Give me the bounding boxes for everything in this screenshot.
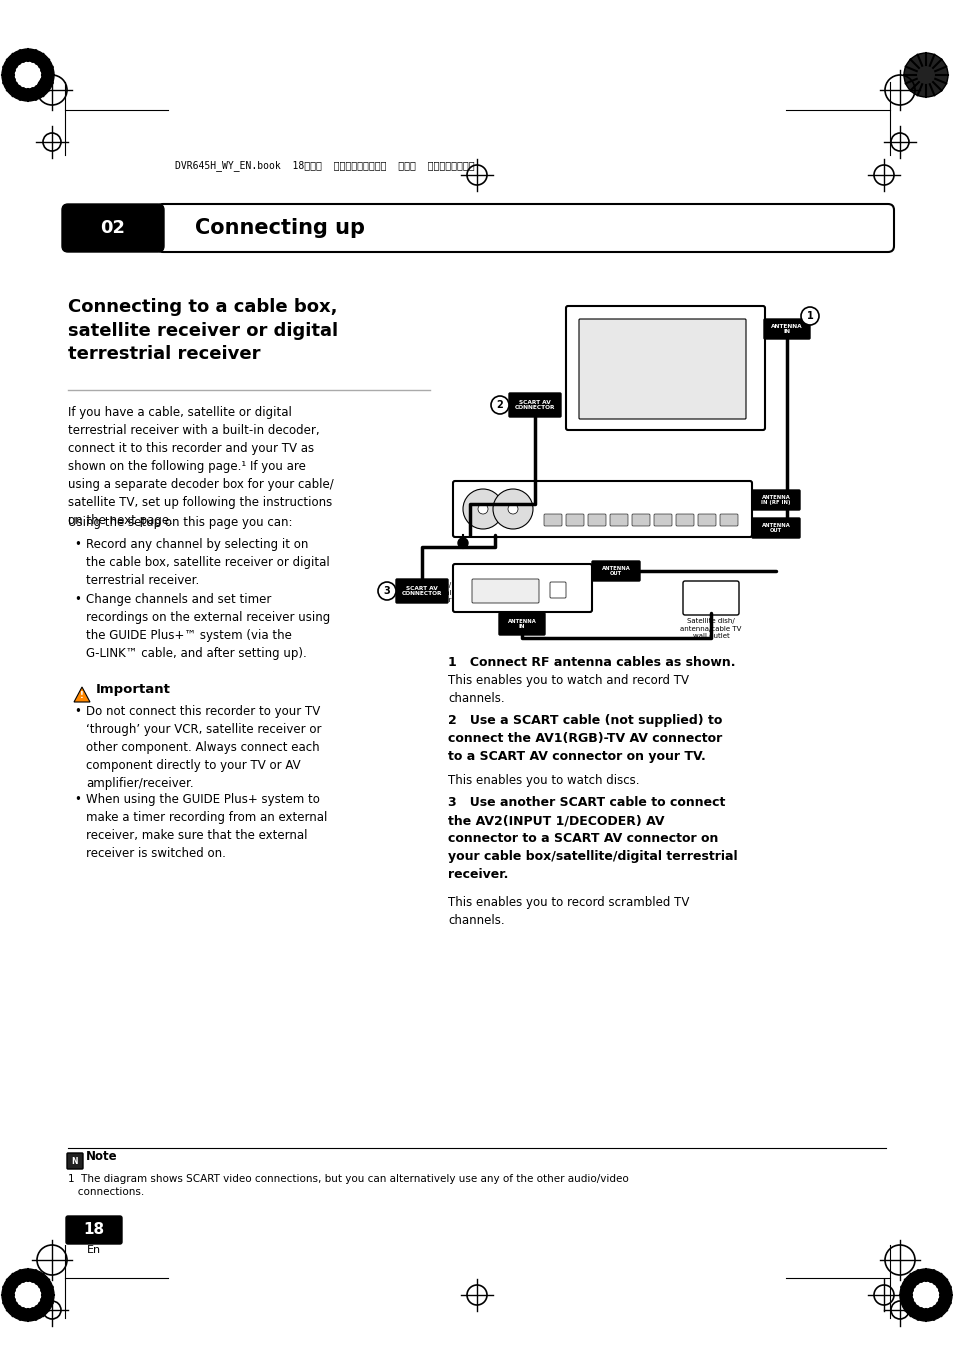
FancyBboxPatch shape: [565, 513, 583, 526]
Circle shape: [14, 61, 42, 89]
FancyBboxPatch shape: [578, 319, 745, 419]
Circle shape: [14, 1281, 42, 1309]
FancyBboxPatch shape: [654, 513, 671, 526]
FancyBboxPatch shape: [763, 319, 809, 339]
Text: •: •: [74, 793, 81, 807]
Circle shape: [911, 1281, 939, 1309]
Text: ANTENNA
OUT: ANTENNA OUT: [601, 566, 630, 577]
Circle shape: [493, 489, 533, 530]
FancyBboxPatch shape: [509, 393, 560, 417]
Circle shape: [457, 538, 468, 549]
Text: 3   Use another SCART cable to connect
the AV2(INPUT 1/DECODER) AV
connector to : 3 Use another SCART cable to connect the…: [448, 796, 737, 881]
Text: SCART AV
CONNECTOR: SCART AV CONNECTOR: [515, 400, 555, 411]
Text: 2: 2: [497, 400, 503, 409]
Text: 1   Connect RF antenna cables as shown.: 1 Connect RF antenna cables as shown.: [448, 657, 735, 669]
Text: Satellite dish/
antenna/cable TV
wall outlet: Satellite dish/ antenna/cable TV wall ou…: [679, 617, 740, 639]
FancyBboxPatch shape: [67, 1152, 83, 1169]
Text: 1: 1: [806, 311, 813, 322]
Text: Note: Note: [86, 1151, 117, 1163]
FancyBboxPatch shape: [395, 580, 448, 603]
FancyBboxPatch shape: [676, 513, 693, 526]
Circle shape: [377, 582, 395, 600]
FancyBboxPatch shape: [453, 563, 592, 612]
Circle shape: [462, 489, 502, 530]
Circle shape: [899, 1269, 951, 1321]
Text: SCART AV
CONNECTOR: SCART AV CONNECTOR: [401, 585, 442, 596]
Text: If you have a cable, satellite or digital
terrestrial receiver with a built-in d: If you have a cable, satellite or digita…: [68, 407, 334, 527]
Text: •: •: [74, 705, 81, 717]
Text: 2   Use a SCART cable (not supplied) to
connect the AV1(RGB)-TV AV connector
to : 2 Use a SCART cable (not supplied) to co…: [448, 713, 721, 763]
Text: Connecting up: Connecting up: [194, 218, 365, 238]
Circle shape: [2, 49, 54, 101]
Text: 3: 3: [383, 586, 390, 596]
FancyBboxPatch shape: [751, 517, 800, 538]
Text: Important: Important: [96, 684, 171, 696]
FancyBboxPatch shape: [62, 204, 164, 253]
FancyBboxPatch shape: [157, 204, 893, 253]
FancyBboxPatch shape: [550, 582, 565, 598]
Text: ANTENNA
IN: ANTENNA IN: [507, 619, 536, 630]
Text: 18: 18: [83, 1223, 105, 1238]
FancyBboxPatch shape: [720, 513, 738, 526]
Text: This enables you to watch discs.: This enables you to watch discs.: [448, 774, 639, 788]
FancyBboxPatch shape: [543, 513, 561, 526]
FancyBboxPatch shape: [66, 1216, 122, 1244]
Text: !: !: [80, 690, 84, 700]
FancyBboxPatch shape: [698, 513, 716, 526]
Text: 1  The diagram shows SCART video connections, but you can alternatively use any : 1 The diagram shows SCART video connecti…: [68, 1174, 628, 1197]
FancyBboxPatch shape: [587, 513, 605, 526]
Text: ANTENNA
OUT: ANTENNA OUT: [760, 523, 790, 534]
FancyBboxPatch shape: [751, 490, 800, 509]
FancyBboxPatch shape: [631, 513, 649, 526]
Text: This enables you to watch and record TV
channels.: This enables you to watch and record TV …: [448, 674, 688, 705]
Text: When using the GUIDE Plus+ system to
make a timer recording from an external
rec: When using the GUIDE Plus+ system to mak…: [86, 793, 327, 861]
Circle shape: [801, 307, 818, 326]
Text: 02: 02: [100, 219, 126, 236]
Text: DVR645H_WY_EN.book  18ページ  ２００６年７月５日  水曜日  午前１０時２５分: DVR645H_WY_EN.book 18ページ ２００６年７月５日 水曜日 午…: [174, 159, 475, 172]
FancyBboxPatch shape: [498, 613, 544, 635]
Text: En: En: [87, 1246, 101, 1255]
Text: Record any channel by selecting it on
the cable box, satellite receiver or digit: Record any channel by selecting it on th…: [86, 538, 330, 586]
Polygon shape: [74, 688, 90, 703]
FancyBboxPatch shape: [472, 580, 538, 603]
Circle shape: [507, 504, 517, 513]
Text: ANTENNA
IN (RF IN): ANTENNA IN (RF IN): [760, 494, 790, 505]
Circle shape: [491, 396, 509, 413]
Text: ANTENNA
IN: ANTENNA IN: [770, 324, 802, 335]
FancyBboxPatch shape: [609, 513, 627, 526]
Text: Using the setup on this page you can:: Using the setup on this page you can:: [68, 516, 293, 530]
Text: •: •: [74, 538, 81, 551]
Circle shape: [903, 53, 947, 97]
Text: Connecting to a cable box,
satellite receiver or digital
terrestrial receiver: Connecting to a cable box, satellite rec…: [68, 299, 337, 363]
Text: Do not connect this recorder to your TV
‘through’ your VCR, satellite receiver o: Do not connect this recorder to your TV …: [86, 705, 321, 790]
Circle shape: [2, 1269, 54, 1321]
FancyBboxPatch shape: [682, 581, 739, 615]
Text: Change channels and set timer
recordings on the external receiver using
the GUID: Change channels and set timer recordings…: [86, 593, 330, 661]
FancyBboxPatch shape: [453, 481, 751, 536]
FancyBboxPatch shape: [565, 305, 764, 430]
Text: N: N: [71, 1156, 78, 1166]
FancyBboxPatch shape: [592, 561, 639, 581]
Text: Cable/Satellite/
Digital Terrestrial
receiver: Cable/Satellite/ Digital Terrestrial rec…: [390, 582, 452, 604]
Text: •: •: [74, 593, 81, 607]
Circle shape: [477, 504, 488, 513]
Text: This enables you to record scrambled TV
channels.: This enables you to record scrambled TV …: [448, 896, 689, 927]
